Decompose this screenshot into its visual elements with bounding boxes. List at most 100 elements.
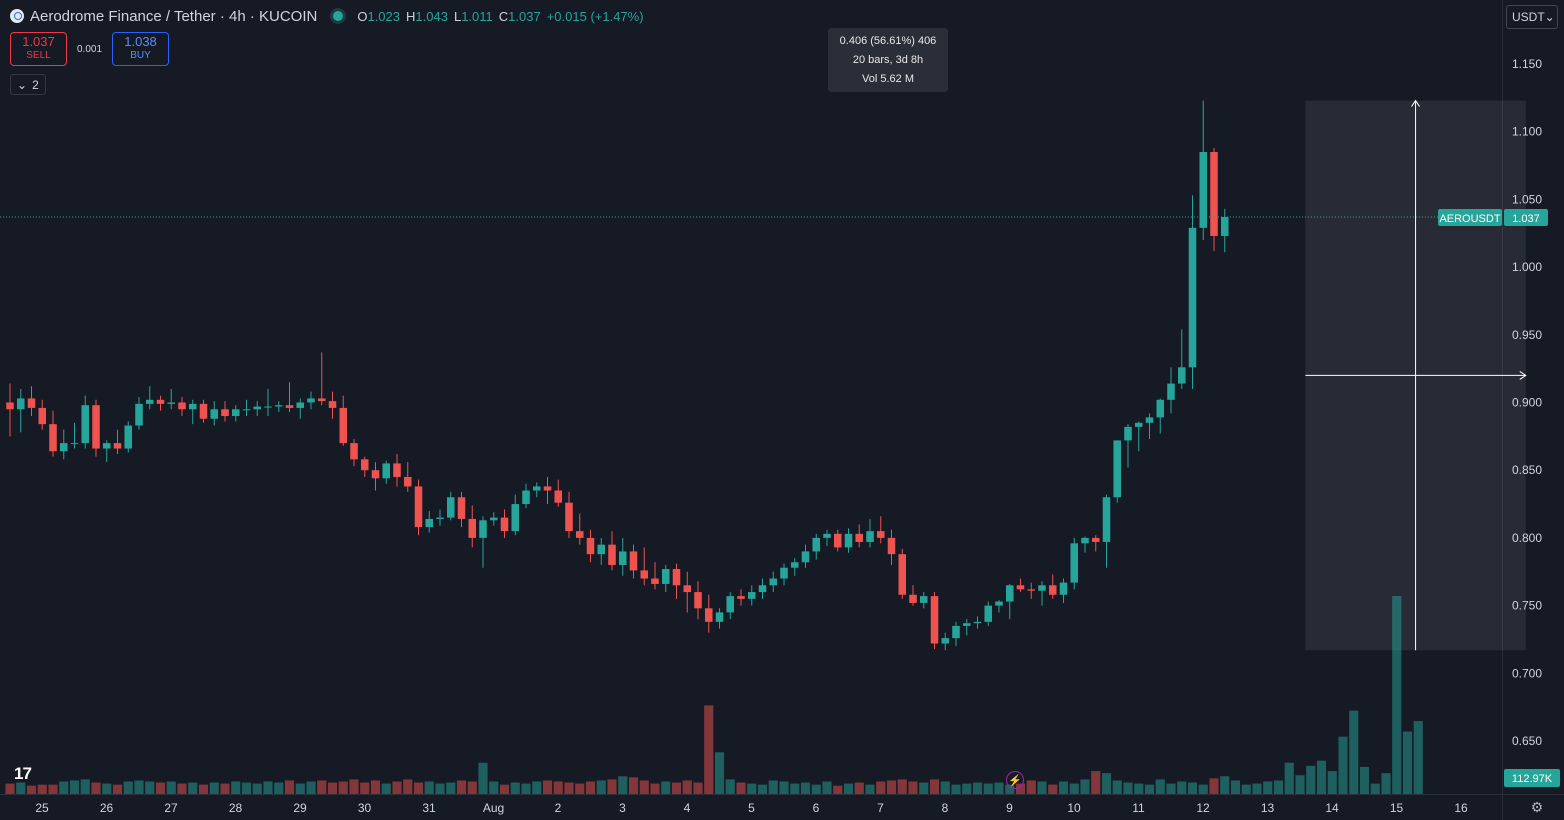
measure-right-arrow xyxy=(1519,371,1527,380)
candlesticks xyxy=(6,100,1229,651)
candle-body xyxy=(16,398,25,410)
price-tick-label: 0.750 xyxy=(1512,599,1542,613)
volume-bar xyxy=(575,783,585,794)
tradingview-logo[interactable]: 17 xyxy=(14,764,32,783)
time-axis[interactable]: 25 26 27 28 29 30 31 Aug 2 3 4 5 6 7 8 9 10 11 12 13 14 15 16 xyxy=(35,801,1468,815)
volume-bar xyxy=(102,783,112,794)
volume-bar xyxy=(564,782,574,794)
volume-bar xyxy=(446,782,456,794)
candle-body xyxy=(221,409,229,417)
candle-body xyxy=(812,537,821,552)
price-tick-label: 0.850 xyxy=(1512,463,1542,477)
lightning-icon[interactable]: ⚡ xyxy=(1006,771,1024,789)
currency-select[interactable]: USDT ⌄ xyxy=(1506,5,1558,29)
candle-body xyxy=(1016,585,1025,590)
candle-body xyxy=(178,402,186,410)
candle-body xyxy=(597,544,606,555)
volume-bar xyxy=(467,781,477,794)
volume-bar xyxy=(403,779,413,794)
candle-body xyxy=(393,463,401,477)
candle-body xyxy=(328,401,337,408)
volume-bar xyxy=(1316,760,1327,794)
candle-body xyxy=(618,551,627,565)
volume-bar xyxy=(295,783,305,794)
last-price-badge xyxy=(1504,209,1548,226)
indicators-toggle[interactable]: ⌄ 2 xyxy=(10,74,46,95)
candle-body xyxy=(1048,585,1057,595)
time-tick-label: 27 xyxy=(164,801,178,815)
volume-bar xyxy=(1101,773,1112,794)
price-tick-label: 1.050 xyxy=(1512,192,1542,206)
candle-body xyxy=(285,405,294,408)
volume-bar xyxy=(123,781,133,794)
low-value: 1.011 xyxy=(461,8,493,24)
volume-bar xyxy=(392,781,402,794)
candle-body xyxy=(909,594,917,603)
volume-bar xyxy=(349,779,359,794)
candle-body xyxy=(1145,417,1154,423)
candle-body xyxy=(6,402,14,410)
volume-bar xyxy=(521,783,531,794)
price-tick-label: 1.100 xyxy=(1512,125,1542,139)
volume-bar xyxy=(1252,783,1262,794)
volume-bar xyxy=(1069,783,1079,794)
candle-body xyxy=(737,596,745,599)
candle-body xyxy=(704,608,713,622)
candle-body xyxy=(973,621,982,624)
volume-bar xyxy=(1144,784,1155,794)
symbol-title[interactable]: Aerodrome Finance / Tether · 4h · KUCOIN xyxy=(30,7,318,25)
time-tick-label: 16 xyxy=(1454,801,1468,815)
candle-body xyxy=(833,533,842,548)
measure-tool[interactable] xyxy=(1305,99,1527,651)
time-tick-label: 12 xyxy=(1196,801,1210,815)
volume-bar xyxy=(747,783,757,794)
candle-body xyxy=(952,625,960,639)
candle-body xyxy=(425,518,434,528)
candle-body xyxy=(339,407,348,444)
candle-body xyxy=(672,569,681,586)
sell-button[interactable]: 1.037 SELL xyxy=(10,32,67,66)
volume-bar xyxy=(1134,783,1144,794)
candle-body xyxy=(70,443,79,445)
candle-body xyxy=(1167,383,1175,400)
gear-icon[interactable]: ⚙ xyxy=(1530,798,1544,815)
buy-button[interactable]: 1.038 BUY xyxy=(112,32,170,66)
volume-bar xyxy=(929,779,940,794)
price-axis[interactable]: 1.150 1.100 1.050 1.000 0.950 0.900 0.850 0.800… xyxy=(1512,57,1542,748)
candle-body xyxy=(1210,152,1218,236)
volume-bar xyxy=(198,784,209,794)
candle-body xyxy=(640,570,649,579)
measure-change: 0.406 (56.61%) 406 xyxy=(839,34,937,47)
time-tick-label: 2 xyxy=(555,801,562,815)
volume-bar xyxy=(263,781,273,794)
volume-bar xyxy=(499,784,510,794)
spread-value: 0.001 xyxy=(77,43,103,55)
volume-bar xyxy=(145,781,155,794)
volume-bar xyxy=(381,783,391,794)
volume-bar xyxy=(671,782,682,794)
candle-body xyxy=(651,578,659,584)
candle-body xyxy=(1124,426,1132,441)
sell-price: 1.037 xyxy=(22,34,55,49)
candle-body xyxy=(167,402,176,404)
candle-body xyxy=(887,537,896,555)
volume-bar xyxy=(478,762,488,794)
open-label: O xyxy=(357,8,368,24)
candle-body xyxy=(81,405,90,444)
volume-bar xyxy=(682,780,692,794)
candle-body xyxy=(941,638,950,644)
volume-bar xyxy=(370,780,381,794)
volume-bar xyxy=(1306,765,1316,794)
candle-body xyxy=(747,592,756,599)
market-status-dot xyxy=(333,11,344,21)
candle-body xyxy=(317,398,326,402)
candle-body xyxy=(253,406,262,410)
volume-bar xyxy=(5,783,15,794)
candle-body xyxy=(264,406,272,408)
candle-body xyxy=(1199,152,1208,228)
volume-bar xyxy=(435,783,445,794)
volume-bar xyxy=(413,782,424,794)
volume-bar xyxy=(596,780,606,794)
